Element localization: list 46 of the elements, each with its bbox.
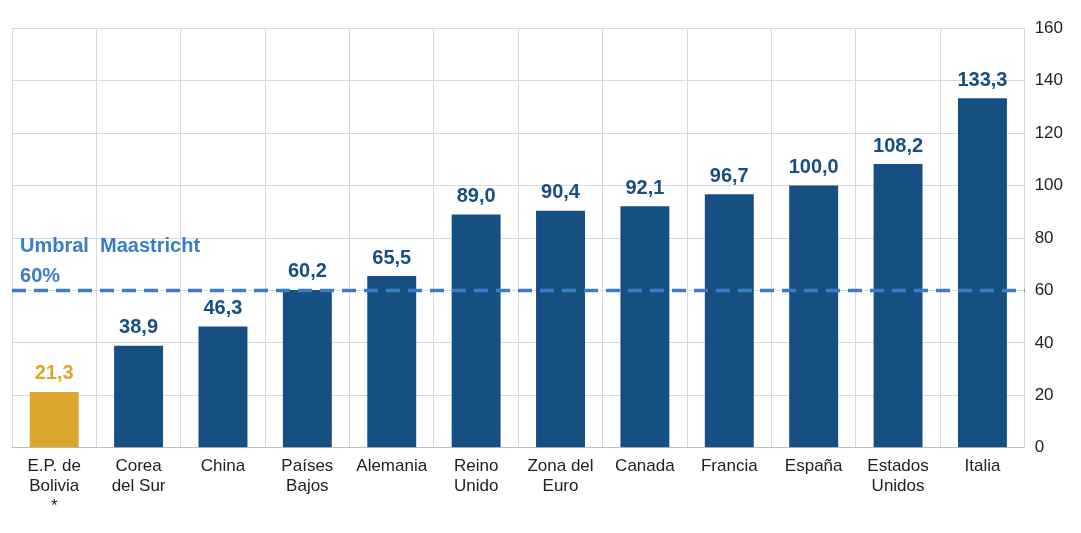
bar — [282, 289, 332, 448]
data-label: 90,4 — [541, 180, 581, 203]
data-label: 92,1 — [625, 175, 665, 198]
data-label: 100,0 — [788, 155, 839, 178]
x-tick-label: España — [784, 455, 844, 475]
x-tick-label: Canada — [615, 455, 676, 475]
y-tick-label: 60 — [1034, 280, 1054, 300]
bar — [957, 98, 1007, 448]
bar — [789, 185, 839, 448]
x-tick-label: Corea del Sur — [111, 455, 166, 496]
y-tick-label: 80 — [1034, 227, 1054, 247]
data-label: 21,3 — [34, 361, 74, 384]
x-tick-label: Italia — [964, 455, 1001, 475]
bar — [114, 345, 164, 448]
y-tick-label: 20 — [1034, 385, 1054, 405]
ref-line-label: Umbral Maastricht 60% — [20, 234, 201, 287]
x-tick-label: Zona del Euro — [527, 455, 594, 496]
y-tick-label: 140 — [1034, 70, 1064, 90]
x-tick-label: China — [200, 455, 246, 475]
bar — [367, 276, 417, 448]
data-label: 96,7 — [709, 163, 749, 186]
x-tick-label: Reino Unido — [453, 455, 499, 496]
bar — [873, 164, 923, 448]
x-tick-label: Estados Unidos — [867, 455, 929, 496]
x-tick-label: Países Bajos — [281, 455, 334, 496]
y-tick-label: 100 — [1034, 175, 1064, 195]
y-tick-label: 0 — [1034, 437, 1045, 457]
data-label: 60,2 — [287, 259, 327, 282]
bar — [29, 391, 79, 448]
bar — [198, 326, 248, 448]
bar — [704, 194, 754, 448]
data-label: 89,0 — [456, 183, 496, 206]
data-label: 133,3 — [957, 67, 1008, 90]
x-tick-label: Alemania — [356, 455, 428, 475]
data-label: 38,9 — [119, 315, 159, 338]
y-tick-label: 40 — [1034, 332, 1054, 352]
x-tick-label: E.P. de Bolivia * — [27, 455, 81, 516]
bar — [536, 210, 585, 448]
x-tick-label: Francia — [700, 455, 759, 475]
y-tick-label: 160 — [1034, 17, 1064, 37]
bar — [451, 214, 501, 448]
data-label: 46,3 — [203, 295, 243, 318]
data-label: 65,5 — [372, 245, 412, 268]
y-tick-label: 120 — [1034, 122, 1064, 142]
data-label: 108,2 — [873, 133, 924, 156]
bar — [620, 206, 670, 448]
